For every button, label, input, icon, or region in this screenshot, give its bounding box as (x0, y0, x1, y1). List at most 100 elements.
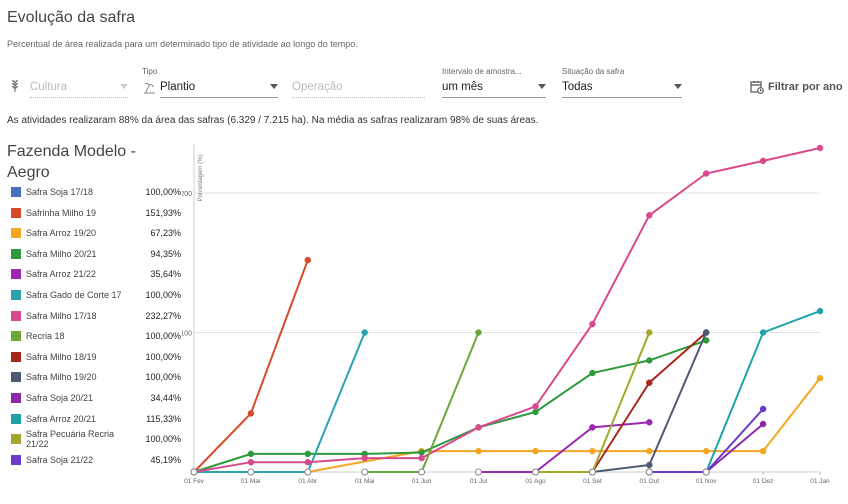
data-point (532, 468, 539, 476)
legend-swatch (11, 393, 21, 403)
series-line (194, 332, 366, 473)
crop-icon (9, 79, 21, 98)
type-select[interactable]: Plantio (160, 76, 278, 98)
data-point (588, 468, 596, 476)
data-point (304, 450, 312, 458)
legend-swatch (11, 248, 21, 259)
legend-item[interactable]: Safra Soja 17/18 100,00% (11, 182, 181, 202)
legend-name: Safra Gado de Corte 17 (26, 290, 122, 300)
legend-item[interactable]: Safra Gado de Corte 17 100,00% (11, 285, 181, 305)
harvest-evolution-chart: 100 200 Porcentagem (%) 01 Fev 01 Mar 01 Abr 0… (182, 144, 830, 485)
legend-value: 34,44% (150, 393, 181, 403)
data-point (816, 144, 824, 152)
legend-value: 151,93% (145, 207, 181, 218)
series-line (193, 147, 821, 473)
x-tick-label: 01 Dez (753, 478, 774, 485)
data-point (247, 410, 255, 417)
legend-value: 45,19% (150, 454, 181, 465)
data-point (646, 357, 653, 364)
chevron-down-icon (270, 84, 278, 89)
data-point (532, 403, 539, 410)
data-point (646, 461, 653, 469)
legend-swatch (11, 454, 21, 465)
legend-swatch (11, 310, 21, 321)
data-point (759, 157, 767, 165)
legend-value: 100,00% (145, 351, 181, 362)
data-point (589, 447, 596, 455)
legend-swatch (11, 331, 21, 342)
data-point (759, 405, 767, 413)
legend-item[interactable]: Safra Arroz 21/22 35,64% (11, 264, 181, 284)
x-tick-label: 01 Jan (810, 478, 830, 485)
status-select[interactable]: Todas (562, 76, 682, 98)
legend-name: Recria 18 (26, 331, 65, 342)
data-point (475, 468, 482, 476)
legend-swatch (11, 413, 21, 424)
data-point (532, 408, 539, 416)
farm-title: Fazenda Modelo - Aegro (7, 143, 136, 181)
legend-item[interactable]: Recria 18 100,00% (11, 326, 181, 346)
data-point (759, 447, 767, 455)
crop-select[interactable]: Cultura (30, 76, 128, 98)
data-point (247, 450, 255, 458)
data-point (361, 454, 368, 462)
chevron-down-icon (538, 84, 546, 89)
legend-item[interactable]: Safra Milho 17/18 232,27% (11, 306, 181, 326)
legend-swatch (11, 372, 21, 383)
x-tick-label: 01 Ago (525, 478, 546, 485)
status-select-value: Todas (562, 80, 593, 93)
operation-select-placeholder: Operação (292, 80, 343, 93)
legend-name: Safra Soja 17/18 (26, 187, 94, 197)
y-tick-label: 200 (182, 191, 192, 198)
data-point (190, 468, 198, 476)
type-select-value: Plantio (160, 80, 196, 93)
data-point (304, 468, 312, 476)
data-point (589, 369, 596, 377)
legend-item[interactable]: Safra Milho 18/19 100,00% (11, 347, 181, 367)
data-point (532, 447, 539, 455)
legend-swatch (11, 434, 21, 445)
chevron-down-icon (674, 84, 682, 89)
data-point (646, 447, 653, 455)
x-tick-label: 01 Fev (184, 478, 205, 485)
data-point (418, 454, 425, 462)
interval-select[interactable]: um mês (442, 76, 546, 98)
data-point (816, 374, 824, 382)
series-line (478, 421, 650, 473)
legend-item[interactable]: Safra Arroz 20/21 115,33% (11, 409, 181, 429)
x-tick-label: 01 Set (583, 478, 602, 485)
interval-label: Intervalo de amostra... (442, 67, 522, 76)
data-point (646, 212, 653, 219)
legend-item[interactable]: Safrinha Milho 19 151,93% (11, 203, 181, 223)
legend-name: Safra Milho 18/19 (26, 351, 97, 362)
data-point (645, 468, 653, 476)
legend-swatch (11, 207, 21, 218)
legend-swatch (11, 290, 21, 300)
legend-value: 67,23% (150, 228, 181, 239)
legend-item[interactable]: Safra Milho 19/20 100,00% (11, 367, 181, 387)
filter-by-year-button[interactable]: Filtrar por ano (750, 80, 843, 94)
filter-by-year-label: Filtrar por ano (768, 81, 843, 93)
legend-item[interactable]: Safra Soja 20/21 34,44% (11, 388, 181, 408)
legend-value: 35,64% (150, 269, 181, 280)
x-tick-label: 01 Mai (355, 478, 375, 485)
series-line (649, 408, 764, 473)
data-point (304, 458, 312, 466)
legend-item[interactable]: Safra Milho 20/21 94,35% (11, 244, 181, 264)
x-tick-label: 01 Nov (696, 478, 717, 485)
data-point (646, 419, 653, 426)
legend-item[interactable]: Safra Arroz 19/20 67,23% (11, 223, 181, 243)
legend-item[interactable]: Safra Soja 21/22 45,19% (11, 450, 181, 470)
data-point (589, 424, 596, 431)
legend-item[interactable]: Safra Pecuária Recria 21/22 100,00% (11, 429, 181, 449)
legend-value: 100,00% (145, 434, 181, 445)
legend-name: Safra Pecuária Recria 21/22 (26, 429, 115, 450)
x-tick-label: 01 Jun (412, 478, 432, 485)
planting-icon (143, 81, 156, 99)
data-point (475, 329, 482, 336)
operation-select[interactable]: Operação (292, 76, 425, 98)
data-point (702, 447, 710, 455)
chevron-down-icon (120, 84, 128, 89)
legend-value: 115,33% (146, 413, 181, 424)
legend-value: 100,00% (145, 372, 181, 383)
